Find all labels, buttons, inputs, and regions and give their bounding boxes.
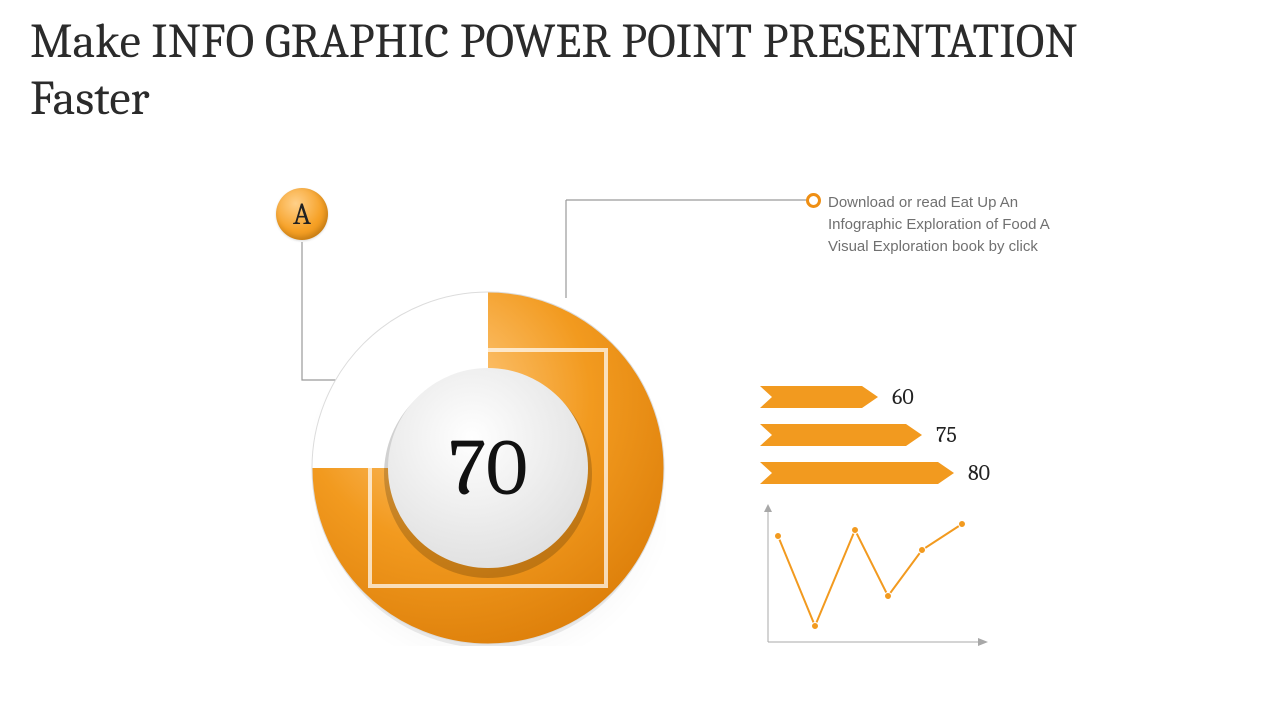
callout-text: Download or read Eat Up An Infographic E… [828, 192, 1083, 257]
callout-dot-icon [806, 193, 821, 208]
slide: Make INFO GRAPHIC POWER POINT PRESENTATI… [0, 0, 1280, 720]
badge-a: A [276, 188, 328, 240]
bar-row: 80 [760, 458, 1080, 488]
bar-label: 75 [936, 422, 957, 448]
mini-line-chart [760, 500, 990, 650]
bar-list: 60 75 80 [760, 382, 1080, 488]
gauge-value: 70 [310, 290, 666, 646]
bar-arrow-icon [760, 386, 878, 408]
bar-arrow-icon [760, 462, 954, 484]
bar-label: 60 [892, 384, 914, 410]
page-title: Make INFO GRAPHIC POWER POINT PRESENTATI… [30, 14, 1130, 127]
badge-a-letter: A [293, 197, 311, 232]
bar-label: 80 [968, 460, 990, 486]
bar-arrow-icon [760, 424, 922, 446]
bar-row: 60 [760, 382, 1080, 412]
bar-row: 75 [760, 420, 1080, 450]
gauge: 70 [310, 290, 666, 646]
